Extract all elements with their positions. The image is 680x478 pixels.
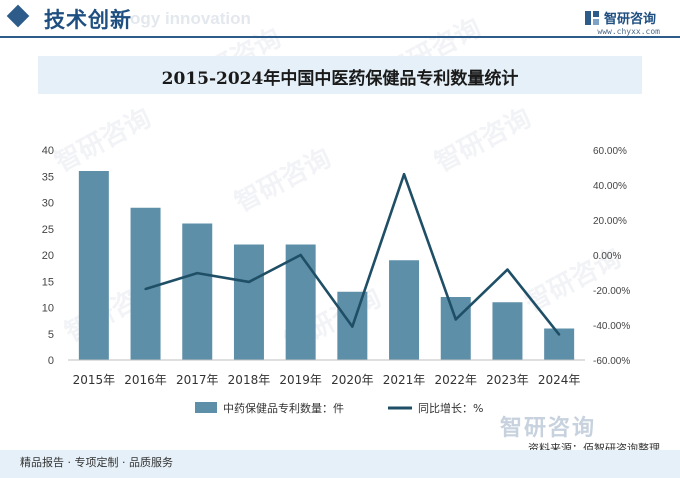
header-divider <box>0 36 680 38</box>
y-left-tick-label: 15 <box>42 276 54 288</box>
y-right-tick-label: -60.00% <box>593 356 630 367</box>
brand-name: 智研咨询 <box>603 12 656 27</box>
y-axis-right: -60.00% -40.00% -20.00% 0.00% 20.00% 40.00% 60… <box>593 146 630 367</box>
y-right-tick-label: 60.00% <box>593 146 627 157</box>
x-tick-label: 2018年 <box>228 373 271 387</box>
legend-label: 同比增长：% <box>418 401 483 415</box>
x-tick-label: 2019年 <box>279 373 322 387</box>
y-right-tick-label: -20.00% <box>593 286 630 297</box>
line-point <box>299 253 302 257</box>
legend: 中药保健品专利数量：件 同比增长：% <box>195 401 483 415</box>
chart-title-band: 2015-2024年中国中医药保健品专利数量统计 <box>38 56 642 94</box>
x-axis: 2015年 2016年 2017年 2018年 2019年 2020年 2021年 2022年… <box>68 359 585 387</box>
x-tick-label: 2017年 <box>176 373 219 387</box>
legend-label: 中药保健品专利数量：件 <box>223 401 344 415</box>
y-left-tick-label: 0 <box>48 355 54 367</box>
x-tick-label: 2024年 <box>538 373 581 387</box>
brand-url: www.chyxx.com <box>597 27 660 36</box>
x-tick-label: 2016年 <box>124 373 167 387</box>
line-point <box>506 268 509 271</box>
page-title: 技术创新 <box>44 8 132 32</box>
footer-watermark: 智研咨询 <box>500 416 597 441</box>
y-right-tick-label: -40.00% <box>593 321 630 332</box>
footer-band <box>0 450 680 478</box>
y-left-tick-label: 5 <box>48 329 54 341</box>
bar <box>182 223 213 360</box>
bar-series <box>78 171 575 360</box>
x-tick-label: 2023年 <box>486 373 529 387</box>
x-tick-label: 2015年 <box>73 373 116 387</box>
y-left-tick-label: 10 <box>42 303 54 315</box>
y-left-tick-label: 35 <box>42 171 54 183</box>
line-point <box>557 333 561 336</box>
y-right-tick-label: 20.00% <box>593 216 627 227</box>
y-right-tick-label: 0.00% <box>593 251 621 262</box>
y-left-tick-label: 25 <box>42 224 54 236</box>
y-right-tick-label: 40.00% <box>593 181 627 192</box>
y-left-tick-label: 40 <box>42 145 54 157</box>
line-series <box>144 172 561 336</box>
line-point <box>144 287 147 291</box>
line-point <box>454 318 457 321</box>
line-point <box>351 325 354 328</box>
x-tick-label: 2022年 <box>434 373 477 387</box>
y-left-tick-label: 30 <box>42 198 54 210</box>
bar <box>440 297 471 360</box>
brand-logo-icon <box>584 10 599 25</box>
header-ghost-text: ogy innovation <box>130 9 251 28</box>
bar <box>492 302 523 360</box>
bar <box>389 260 420 360</box>
footer-tagline: 精品报告 · 专项定制 · 品质服务 <box>20 456 173 469</box>
y-left-tick-label: 20 <box>42 250 54 262</box>
brand: 智研咨询 <box>584 8 656 27</box>
legend-swatch-bar <box>195 402 217 413</box>
bar <box>233 244 264 360</box>
y-axis-left: 0 5 10 15 20 25 30 35 40 <box>42 145 54 367</box>
bar <box>285 244 316 360</box>
bar <box>78 171 109 360</box>
line-point <box>402 173 406 176</box>
page-header: ogy innovation 技术创新 <box>0 0 680 44</box>
line-point <box>247 280 251 284</box>
x-tick-label: 2020年 <box>331 373 374 387</box>
line-point <box>196 271 199 275</box>
chart-title: 2015-2024年中国中医药保健品专利数量统计 <box>161 69 519 89</box>
bar <box>130 207 161 360</box>
x-tick-label: 2021年 <box>383 373 426 387</box>
